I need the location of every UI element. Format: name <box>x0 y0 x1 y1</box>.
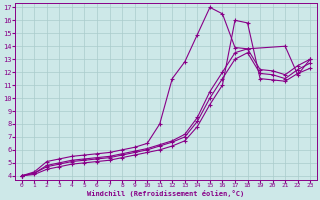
X-axis label: Windchill (Refroidissement éolien,°C): Windchill (Refroidissement éolien,°C) <box>87 190 244 197</box>
